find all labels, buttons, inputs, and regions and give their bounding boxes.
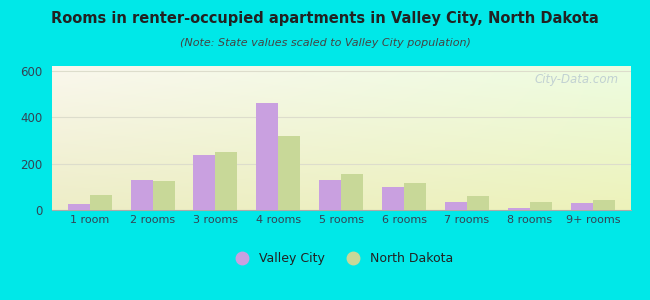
Bar [382,187,404,210]
Bar [593,200,615,210]
Bar [278,136,300,210]
Bar [571,203,593,210]
Bar [319,180,341,210]
Bar [404,183,426,210]
Bar [445,202,467,210]
Bar [530,202,552,210]
Bar [256,103,278,210]
Bar [90,195,112,210]
Bar [131,180,153,210]
Bar [153,181,175,210]
Text: City-Data.com: City-Data.com [535,73,619,86]
Bar [68,204,90,210]
Text: Rooms in renter-occupied apartments in Valley City, North Dakota: Rooms in renter-occupied apartments in V… [51,11,599,26]
Legend: Valley City, North Dakota: Valley City, North Dakota [224,247,458,270]
Bar [467,196,489,210]
Bar [508,208,530,210]
Bar [341,174,363,210]
Bar [216,152,237,210]
Text: (Note: State values scaled to Valley City population): (Note: State values scaled to Valley Cit… [179,38,471,47]
Bar [194,155,216,210]
